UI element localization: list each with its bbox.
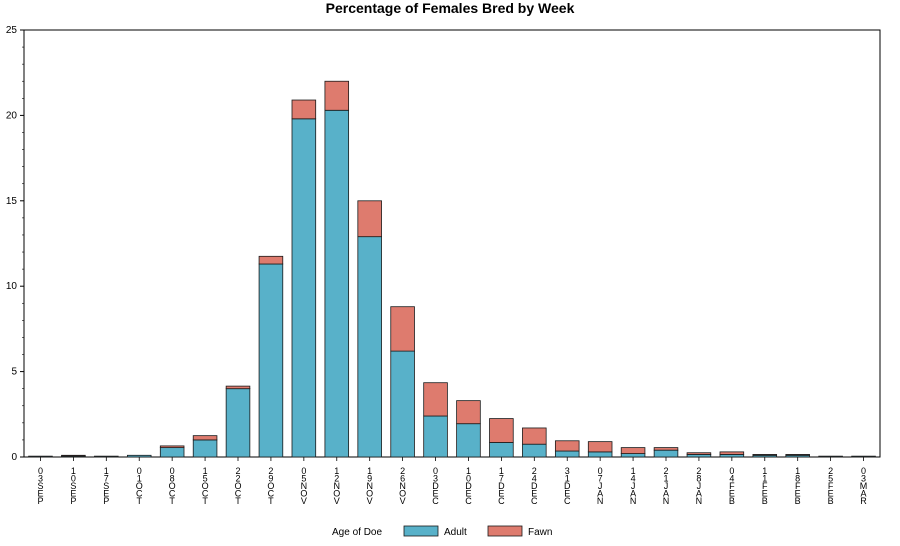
bar-fawn-12nov [324,80,350,111]
bar-fawn-05nov [291,99,317,120]
bar-adult-21jan [653,449,679,458]
bar-adult-15oct [192,439,218,458]
bar-fawn-17dec [489,418,514,443]
bar-adult-12nov [324,109,350,458]
bar-fawn-04feb [719,451,745,455]
x-tick-labels: 0 3 S E P 1 0 S E P 1 7 S E P 0 1 O C T 0 8 O C T 1 5 O C T 2 2 O C T 2 9 O C T… [37,466,867,506]
y-tick-label: 0 [11,452,17,463]
bar-fawn-10sep [61,454,86,457]
bar-fawn-24dec [522,427,547,445]
bar-adult-03dec [423,415,448,458]
bar-adult-14jan [620,453,646,458]
legend-swatch-fawn [487,525,523,537]
y-tick-label: 10 [6,281,18,292]
y-tick-label: 15 [6,196,18,207]
bar-adult-03sep [28,455,53,458]
bar-fawn-19nov [357,200,382,238]
bar-fawn-11feb [752,454,778,456]
bar-adult-08oct [159,447,185,458]
bar-adult-26nov [390,350,415,458]
bar-adult-19nov [357,236,382,458]
bar-adult-01oct [126,454,152,458]
bar-adult-17dec [489,442,514,458]
bars [28,80,876,458]
bar-adult-24dec [522,443,547,458]
y-tick-label: 5 [11,367,17,378]
bar-fawn-31dec [554,440,580,452]
legend-label-fawn: Fawn [528,527,552,538]
bar-fawn-14jan [620,447,646,454]
bar-adult-07jan [587,451,613,458]
bar-adult-29oct [258,263,284,458]
legend-swatch-adult [403,525,439,537]
bar-fawn-15oct [192,435,218,441]
chart-title: Percentage of Females Bred by Week [325,0,575,16]
bar-fawn-21jan [653,447,679,451]
bar-fawn-26nov [390,306,415,352]
axes: 0 5 10 15 20 25 [6,25,881,463]
bar-fawn-08oct [159,445,185,449]
bar-adult-25feb [818,455,843,458]
legend-label-adult: Adult [444,527,467,538]
y-tick-label: 20 [6,110,18,121]
bar-adult-22oct [225,388,251,458]
bar-adult-05nov [291,118,317,458]
bar-adult-10dec [456,423,481,458]
bar-adult-31dec [554,450,580,458]
legend: Age of Doe Adult Fawn [332,525,552,538]
bar-fawn-07jan [587,441,613,453]
bar-fawn-22oct [225,385,251,390]
bar-fawn-18feb [785,454,810,456]
bar-fawn-29oct [258,255,284,265]
bar-fawn-03dec [423,382,448,417]
bar-fawn-10dec [456,400,481,425]
bar-adult-03mar [851,455,876,458]
legend-title: Age of Doe [332,527,382,538]
plot-frame [23,29,881,458]
bar-adult-17sep [94,455,119,458]
bar-fawn-28jan [686,452,712,455]
y-tick-label: 25 [6,25,18,36]
